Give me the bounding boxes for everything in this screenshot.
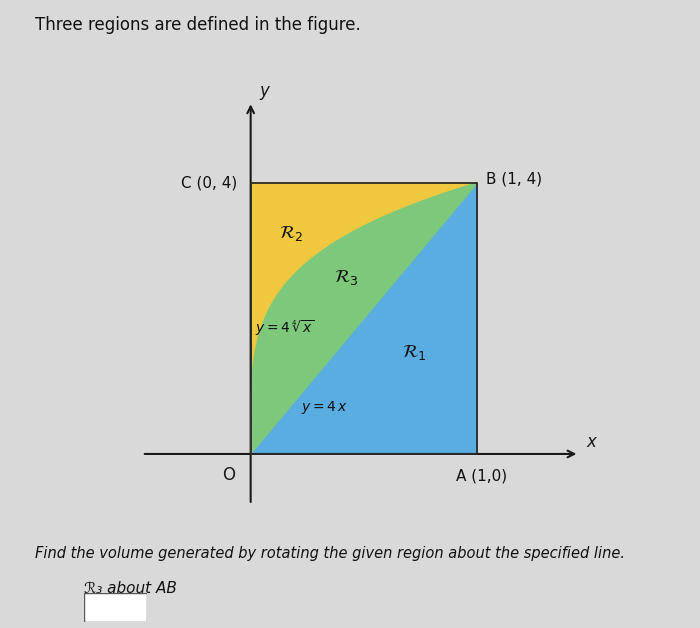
FancyBboxPatch shape [84, 593, 147, 622]
Text: ℛ₃ about AB: ℛ₃ about AB [84, 581, 177, 596]
Polygon shape [251, 183, 477, 454]
Text: x: x [586, 433, 596, 450]
Text: y: y [260, 82, 270, 100]
Text: $y=4\,\sqrt[4]{x}$: $y=4\,\sqrt[4]{x}$ [256, 318, 314, 338]
Polygon shape [251, 183, 477, 454]
Polygon shape [251, 183, 477, 454]
Text: B (1, 4): B (1, 4) [486, 172, 542, 187]
Text: Three regions are defined in the figure.: Three regions are defined in the figure. [35, 16, 360, 34]
Text: Find the volume generated by rotating the given region about the specified line.: Find the volume generated by rotating th… [35, 546, 625, 561]
Text: $y=4\,x$: $y=4\,x$ [300, 399, 347, 416]
Text: $\mathcal{R}_3$: $\mathcal{R}_3$ [334, 268, 358, 287]
Text: $\mathcal{R}_2$: $\mathcal{R}_2$ [279, 224, 304, 243]
Text: C (0, 4): C (0, 4) [181, 175, 237, 190]
Text: $\mathcal{R}_1$: $\mathcal{R}_1$ [402, 343, 426, 362]
Text: A (1,0): A (1,0) [456, 469, 508, 484]
Text: O: O [222, 466, 235, 484]
